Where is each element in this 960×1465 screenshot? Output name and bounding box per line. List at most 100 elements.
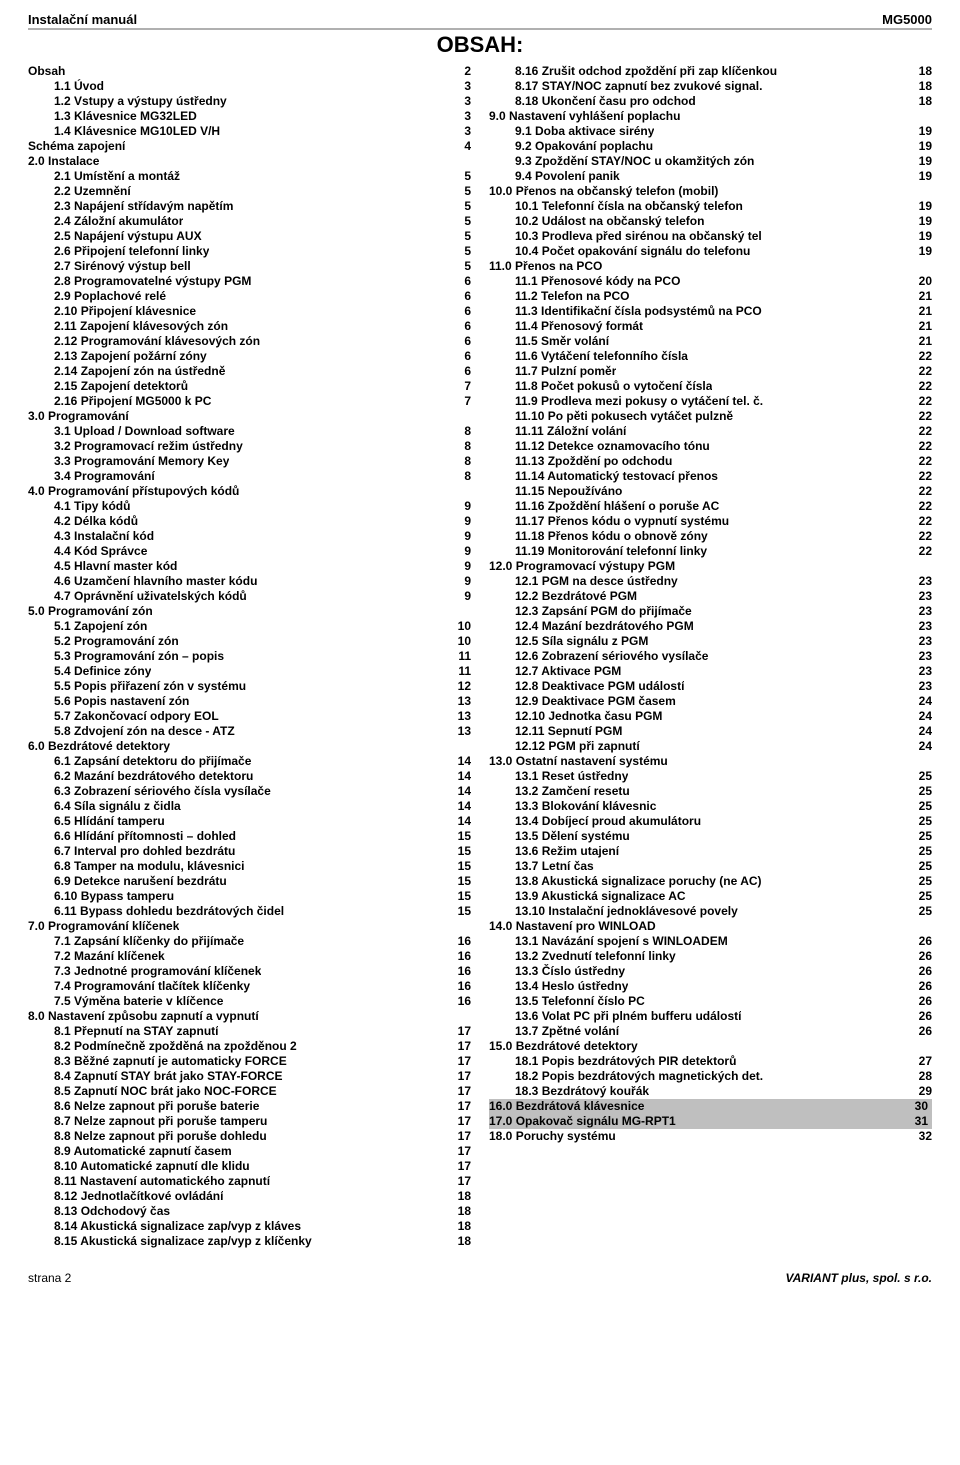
toc-entry-page: 27 [913,1054,932,1069]
toc-entry-text: 13.5 Telefonní číslo PC [489,994,645,1009]
toc-entry-page: 5 [458,214,471,229]
toc-entry-page: 25 [913,904,932,919]
toc-entry-page: 22 [913,349,932,364]
toc-entry-page: 22 [913,454,932,469]
toc-entry: 12.0 Programovací výstupy PGM [489,559,932,574]
toc-entry-text: 8.16 Zrušit odchod zpoždění při zap klíč… [489,64,777,79]
toc-entry-page: 6 [458,274,471,289]
toc-entry: 13.4 Heslo ústředny26 [489,979,932,994]
toc-entry-text: 9.2 Opakování poplachu [489,139,653,154]
toc-entry-page: 25 [913,844,932,859]
toc-entry: 2.14 Zapojení zón na ústředně6 [28,364,471,379]
toc-entry: 18.1 Popis bezdrátových PIR detektorů27 [489,1054,932,1069]
toc-entry-page: 21 [913,334,932,349]
toc-entry-page: 17 [452,1024,471,1039]
toc-entry-page: 15 [452,829,471,844]
toc-entry-page: 18 [913,64,932,79]
toc-entry: 2.5 Napájení výstupu AUX5 [28,229,471,244]
toc-entry: 2.0 Instalace [28,154,471,169]
toc-entry-text: 18.2 Popis bezdrátových magnetických det… [489,1069,763,1084]
toc-entry: 11.19 Monitorování telefonní linky22 [489,544,932,559]
toc-entry: 8.2 Podmínečně zpožděná na zpožděnou 217 [28,1039,471,1054]
toc-entry-page: 15 [452,874,471,889]
toc-entry-page: 22 [913,529,932,544]
toc-entry-text: 11.2 Telefon na PCO [489,289,629,304]
toc-entry-text: 11.11 Záložní volání [489,424,626,439]
toc-entry-text: 3.2 Programovací režim ústředny [28,439,243,454]
toc-entry: 6.3 Zobrazení sériového čísla vysílače14 [28,784,471,799]
toc-entry-text: 8.5 Zapnutí NOC brát jako NOC-FORCE [28,1084,277,1099]
toc-entry-page: 26 [913,994,932,1009]
toc-entry-text: 5.6 Popis nastavení zón [28,694,189,709]
toc-column-right: 8.16 Zrušit odchod zpoždění při zap klíč… [489,64,932,1249]
toc-entry: 8.1 Přepnutí na STAY zapnutí17 [28,1024,471,1039]
toc-entry-page: 3 [458,94,471,109]
toc-entry-page: 26 [913,979,932,994]
toc-entry: 6.10 Bypass tamperu15 [28,889,471,904]
toc-entry-text: 2.7 Sirénový výstup bell [28,259,191,274]
toc-entry: 5.8 Zdvojení zón na desce - ATZ13 [28,724,471,739]
toc-entry: 2.8 Programovatelné výstupy PGM6 [28,274,471,289]
toc-entry: 11.5 Směr volání21 [489,334,932,349]
toc-entry: 12.9 Deaktivace PGM časem24 [489,694,932,709]
toc-entry-text: 13.6 Volat PC při plném bufferu událostí [489,1009,741,1024]
toc-entry-page: 17 [452,1114,471,1129]
toc-entry: 13.9 Akustická signalizace AC25 [489,889,932,904]
toc-entry: 9.3 Zpoždění STAY/NOC u okamžitých zón19 [489,154,932,169]
toc-entry-page: 9 [458,499,471,514]
toc-entry: 6.9 Detekce narušení bezdrátu15 [28,874,471,889]
toc-entry-page: 23 [913,604,932,619]
toc-entry: 6.0 Bezdrátové detektory [28,739,471,754]
toc-entry-text: 13.10 Instalační jednoklávesové povely [489,904,738,919]
toc-entry: 9.1 Doba aktivace sirény19 [489,124,932,139]
toc-entry: 13.5 Dělení systému25 [489,829,932,844]
toc-entry-text: 12.4 Mazání bezdrátového PGM [489,619,694,634]
toc-entry: 3.3 Programování Memory Key8 [28,454,471,469]
toc-entry-text: 12.10 Jednotka času PGM [489,709,662,724]
toc-entry-text: 13.9 Akustická signalizace AC [489,889,686,904]
toc-entry: 11.8 Počet pokusů o vytočení čísla22 [489,379,932,394]
toc-entry: 8.13 Odchodový čas18 [28,1204,471,1219]
toc-entry-page: 24 [913,724,932,739]
toc-entry-page: 6 [458,334,471,349]
toc-entry: Schéma zapojení4 [28,139,471,154]
toc-entry: 7.2 Mazání klíčenek16 [28,949,471,964]
toc-entry: 11.4 Přenosový formát21 [489,319,932,334]
toc-entry-page: 9 [458,529,471,544]
toc-entry: 13.6 Režim utajení25 [489,844,932,859]
toc-entry-page: 17 [452,1069,471,1084]
toc-entry: 8.18 Ukončení času pro odchod18 [489,94,932,109]
toc-entry-text: Obsah [28,64,65,79]
toc-entry-page: 21 [913,289,932,304]
toc-entry-text: 3.1 Upload / Download software [28,424,235,439]
toc-entry: 8.7 Nelze zapnout při poruše tamperu 17 [28,1114,471,1129]
toc-entry: 13.7 Zpětné volání26 [489,1024,932,1039]
toc-entry-text: 12.2 Bezdrátové PGM [489,589,637,604]
toc-entry-text: 8.4 Zapnutí STAY brát jako STAY-FORCE [28,1069,283,1084]
toc-entry-page: 17 [452,1174,471,1189]
toc-entry: 2.13 Zapojení požární zóny6 [28,349,471,364]
toc-entry-page: 13 [452,709,471,724]
toc-entry-page: 10 [452,619,471,634]
toc-entry-page: 19 [913,154,932,169]
toc-entry-page: 23 [913,574,932,589]
toc-entry-text: 10.4 Počet opakování signálu do telefonu [489,244,750,259]
toc-entry: 1.1 Úvod3 [28,79,471,94]
toc-entry-text: 2.11 Zapojení klávesových zón [28,319,228,334]
toc-entry-text: 6.7 Interval pro dohled bezdrátu [28,844,235,859]
toc-entry: 2.7 Sirénový výstup bell5 [28,259,471,274]
toc-entry: 18.3 Bezdrátový kouřák29 [489,1084,932,1099]
toc-entry-text: 2.16 Připojení MG5000 k PC [28,394,211,409]
toc-entry-page: 18 [913,94,932,109]
toc-entry-text: 11.8 Počet pokusů o vytočení čísla [489,379,712,394]
toc-entry-text: 8.7 Nelze zapnout při poruše tamperu [28,1114,267,1129]
toc-entry-text: 12.8 Deaktivace PGM událostí [489,679,684,694]
toc-entry-page: 12 [452,679,471,694]
toc-entry: 6.6 Hlídání přítomnosti – dohled15 [28,829,471,844]
toc-entry: 8.8 Nelze zapnout při poruše dohledu17 [28,1129,471,1144]
toc-entry-text: 13.7 Zpětné volání [489,1024,619,1039]
toc-entry-page: 17 [452,1039,471,1054]
toc-entry-page: 16 [452,949,471,964]
toc-entry-page: 15 [452,904,471,919]
toc-entry-page: 25 [913,799,932,814]
